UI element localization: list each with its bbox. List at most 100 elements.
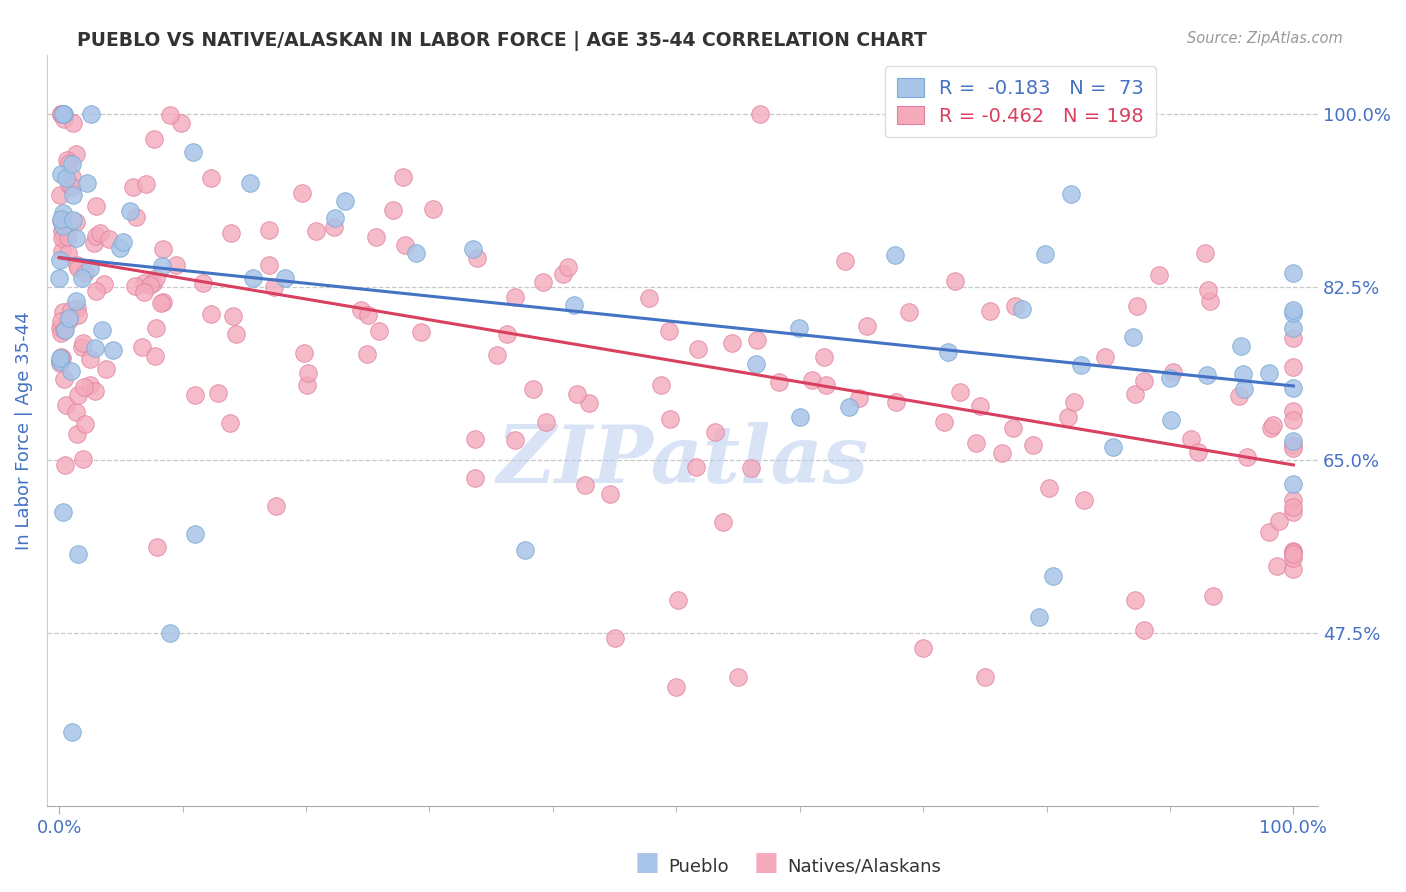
- Point: [159, 625, 181, 640]
- Point: [503, 290, 526, 304]
- Point: [659, 412, 682, 426]
- Point: [200, 307, 222, 321]
- Point: [1282, 500, 1305, 514]
- Point: [688, 342, 710, 356]
- Point: [51, 212, 73, 227]
- Point: [1004, 299, 1026, 313]
- Point: [1073, 493, 1095, 508]
- Point: [49, 356, 72, 370]
- Point: [60, 364, 83, 378]
- Point: [60, 302, 83, 317]
- Point: [969, 400, 991, 414]
- Point: [813, 350, 835, 364]
- Point: [91, 323, 114, 337]
- Point: [79, 260, 101, 275]
- Point: [1232, 367, 1254, 381]
- Point: [48, 351, 70, 365]
- Point: [84, 229, 107, 244]
- Point: [1194, 246, 1216, 260]
- Point: [52, 206, 75, 220]
- Point: [1001, 420, 1024, 434]
- Point: [53, 323, 76, 337]
- Point: [62, 213, 84, 227]
- Point: [883, 247, 905, 261]
- Point: [685, 459, 707, 474]
- Point: [1282, 550, 1305, 565]
- Point: [56, 229, 79, 244]
- Point: [1180, 432, 1202, 446]
- Point: [557, 260, 579, 275]
- Point: [1094, 350, 1116, 364]
- Point: [94, 362, 117, 376]
- Point: [740, 461, 762, 475]
- Point: [52, 107, 75, 121]
- Point: [93, 277, 115, 291]
- Point: [53, 228, 76, 243]
- Point: [49, 314, 72, 328]
- Point: [58, 310, 80, 325]
- Text: Natives/Alaskans: Natives/Alaskans: [787, 858, 941, 876]
- Point: [932, 415, 955, 429]
- Point: [1122, 329, 1144, 343]
- Point: [666, 593, 689, 607]
- Point: [65, 405, 87, 419]
- Point: [58, 178, 80, 193]
- Point: [463, 242, 485, 256]
- Point: [207, 386, 229, 401]
- Point: [465, 251, 488, 265]
- Point: [574, 478, 596, 492]
- Point: [991, 446, 1014, 460]
- Y-axis label: In Labor Force | Age 35-44: In Labor Force | Age 35-44: [15, 311, 32, 549]
- Point: [503, 434, 526, 448]
- Point: [1282, 303, 1305, 318]
- Point: [658, 324, 681, 338]
- Point: [745, 333, 768, 347]
- Point: [1282, 545, 1305, 559]
- Point: [405, 246, 427, 260]
- Point: [84, 384, 107, 399]
- Point: [67, 261, 90, 276]
- Point: [1038, 481, 1060, 495]
- Point: [292, 345, 315, 359]
- Point: [1282, 547, 1305, 561]
- Point: [1133, 374, 1156, 388]
- Point: [551, 267, 574, 281]
- Point: [65, 231, 87, 245]
- Point: [1282, 404, 1305, 418]
- Point: [1197, 368, 1219, 382]
- Point: [1257, 367, 1279, 381]
- Point: [973, 670, 995, 684]
- Point: [350, 303, 373, 318]
- Point: [1230, 339, 1253, 353]
- Point: [53, 107, 76, 121]
- Point: [704, 425, 727, 439]
- Point: [55, 171, 77, 186]
- Point: [65, 293, 87, 308]
- Point: [801, 373, 824, 387]
- Point: [52, 372, 75, 386]
- Point: [58, 313, 80, 327]
- Point: [1021, 437, 1043, 451]
- Point: [73, 417, 96, 432]
- Point: [1197, 283, 1219, 297]
- Point: [70, 340, 93, 354]
- Point: [150, 260, 173, 274]
- Point: [364, 230, 387, 244]
- Point: [1233, 382, 1256, 396]
- Point: [184, 527, 207, 541]
- Point: [170, 116, 193, 130]
- Point: [132, 285, 155, 299]
- Point: [72, 336, 94, 351]
- Point: [1268, 514, 1291, 528]
- Point: [1282, 306, 1305, 320]
- Point: [936, 344, 959, 359]
- Point: [1070, 359, 1092, 373]
- Point: [562, 298, 585, 312]
- Point: [60, 170, 83, 185]
- Point: [48, 188, 70, 202]
- Point: [638, 292, 661, 306]
- Point: [1282, 438, 1305, 452]
- Point: [181, 145, 204, 159]
- Point: [834, 253, 856, 268]
- Point: [295, 377, 318, 392]
